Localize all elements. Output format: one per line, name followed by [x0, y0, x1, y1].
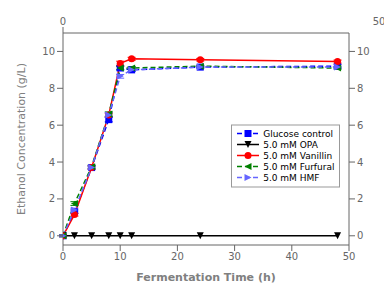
svg-text:2: 2 [357, 193, 363, 204]
svg-text:6: 6 [49, 120, 55, 131]
html-text:5.0 mM OPA: 5.0 mM OPA [263, 139, 318, 150]
svg-text:0: 0 [60, 16, 66, 27]
svg-text:40: 40 [285, 251, 298, 262]
svg-text:50: 50 [343, 251, 356, 262]
svg-text:8: 8 [357, 83, 363, 94]
svg-text:50: 50 [373, 16, 384, 27]
html-text:5.0 mM Furfural: 5.0 mM Furfural [263, 161, 335, 172]
svg-text:10: 10 [42, 46, 55, 57]
html-text:5.0 mM Vanillin: 5.0 mM Vanillin [263, 150, 333, 161]
svg-text:10: 10 [114, 251, 127, 262]
svg-text:6: 6 [357, 120, 363, 131]
svg-text:0: 0 [49, 230, 55, 241]
svg-text:Fermentation Time (h): Fermentation Time (h) [136, 271, 276, 284]
svg-text:0: 0 [357, 230, 363, 241]
svg-text:Ethanol Concentration (g/L): Ethanol Concentration (g/L) [15, 63, 28, 215]
svg-text:20: 20 [171, 251, 184, 262]
svg-text:4: 4 [357, 157, 363, 168]
svg-text:30: 30 [228, 251, 241, 262]
svg-text:4: 4 [49, 157, 55, 168]
html-text:Glucose control: Glucose control [263, 128, 334, 139]
html-text:5.0 mM HMF: 5.0 mM HMF [263, 172, 320, 183]
svg-text:10: 10 [357, 46, 370, 57]
svg-text:0: 0 [60, 251, 66, 262]
svg-text:2: 2 [49, 193, 55, 204]
svg-text:8: 8 [49, 83, 55, 94]
